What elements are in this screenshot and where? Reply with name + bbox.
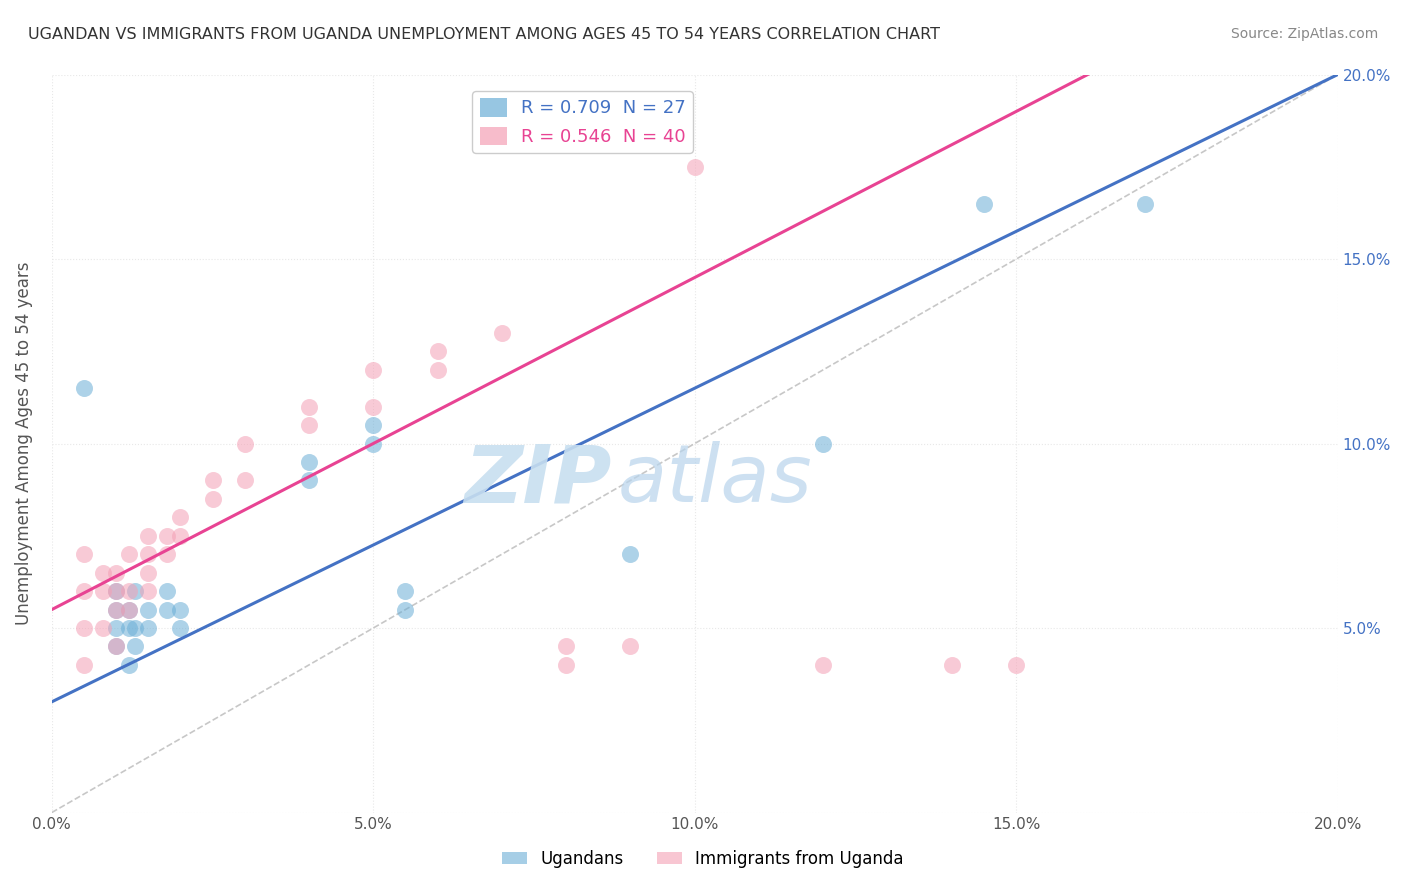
Point xyxy=(136,529,159,543)
Point xyxy=(169,510,191,524)
Y-axis label: Unemployment Among Ages 45 to 54 years: Unemployment Among Ages 45 to 54 years xyxy=(15,261,32,625)
Legend: R = 0.709  N = 27, R = 0.546  N = 40: R = 0.709 N = 27, R = 0.546 N = 40 xyxy=(472,91,693,153)
Point xyxy=(156,602,179,616)
Point xyxy=(491,326,513,340)
Point xyxy=(118,657,141,672)
Point xyxy=(136,621,159,635)
Point xyxy=(298,474,321,488)
Point xyxy=(118,602,141,616)
Point xyxy=(73,621,96,635)
Point xyxy=(426,362,449,376)
Point xyxy=(201,491,224,506)
Point xyxy=(298,418,321,433)
Point xyxy=(156,529,179,543)
Point xyxy=(361,436,384,450)
Point xyxy=(233,436,256,450)
Point xyxy=(136,566,159,580)
Point xyxy=(91,621,114,635)
Text: atlas: atlas xyxy=(617,442,813,519)
Point xyxy=(124,584,146,599)
Point xyxy=(136,602,159,616)
Point xyxy=(619,547,641,561)
Point xyxy=(118,602,141,616)
Point xyxy=(201,474,224,488)
Point xyxy=(156,547,179,561)
Point xyxy=(298,400,321,414)
Point xyxy=(233,474,256,488)
Point xyxy=(105,602,128,616)
Legend: Ugandans, Immigrants from Uganda: Ugandans, Immigrants from Uganda xyxy=(495,844,911,875)
Point xyxy=(105,640,128,654)
Point xyxy=(73,547,96,561)
Point xyxy=(105,584,128,599)
Point xyxy=(555,657,578,672)
Point xyxy=(169,602,191,616)
Point xyxy=(941,657,963,672)
Point xyxy=(426,344,449,359)
Text: UGANDAN VS IMMIGRANTS FROM UGANDA UNEMPLOYMENT AMONG AGES 45 TO 54 YEARS CORRELA: UGANDAN VS IMMIGRANTS FROM UGANDA UNEMPL… xyxy=(28,27,941,42)
Point xyxy=(169,529,191,543)
Point xyxy=(73,381,96,395)
Point xyxy=(394,584,416,599)
Point xyxy=(619,640,641,654)
Point xyxy=(361,418,384,433)
Point xyxy=(156,584,179,599)
Point xyxy=(361,400,384,414)
Point xyxy=(91,584,114,599)
Point xyxy=(118,584,141,599)
Text: ZIP: ZIP xyxy=(464,442,612,519)
Point xyxy=(124,640,146,654)
Point xyxy=(118,547,141,561)
Point xyxy=(813,436,835,450)
Point xyxy=(105,566,128,580)
Point xyxy=(124,621,146,635)
Point xyxy=(73,657,96,672)
Point xyxy=(91,566,114,580)
Point xyxy=(118,621,141,635)
Point xyxy=(1133,196,1156,211)
Point xyxy=(813,657,835,672)
Point xyxy=(105,602,128,616)
Point xyxy=(394,602,416,616)
Text: Source: ZipAtlas.com: Source: ZipAtlas.com xyxy=(1230,27,1378,41)
Point xyxy=(73,584,96,599)
Point xyxy=(105,584,128,599)
Point xyxy=(1005,657,1028,672)
Point xyxy=(683,160,706,174)
Point xyxy=(105,621,128,635)
Point xyxy=(105,640,128,654)
Point xyxy=(361,362,384,376)
Point xyxy=(169,621,191,635)
Point xyxy=(136,547,159,561)
Point xyxy=(298,455,321,469)
Point xyxy=(136,584,159,599)
Point xyxy=(555,640,578,654)
Point xyxy=(973,196,995,211)
